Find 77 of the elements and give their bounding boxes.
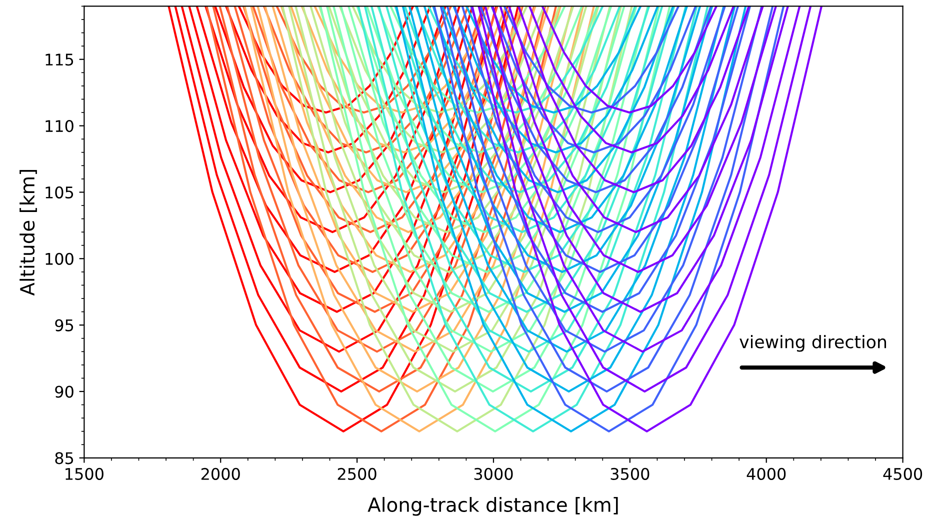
- line-series: [340, 6, 638, 313]
- y-tick-label: 85: [55, 452, 74, 464]
- x-tick-label: 3000: [474, 468, 513, 480]
- line-series: [414, 6, 621, 154]
- line-series: [480, 6, 712, 194]
- line-series: [370, 6, 687, 353]
- y-tick-label: 115: [46, 54, 74, 66]
- x-tick-label: 4000: [746, 468, 786, 480]
- line-series: [378, 6, 676, 313]
- line-series: [499, 6, 777, 273]
- y-axis-title: Altitude [km]: [20, 170, 37, 296]
- line-series: [300, 6, 508, 154]
- line-series: [188, 6, 486, 313]
- line-series: [465, 6, 642, 114]
- line-series: [390, 6, 566, 114]
- line-series: [338, 6, 546, 154]
- line-series: [454, 6, 752, 313]
- line-series: [376, 6, 583, 154]
- line-series: [423, 6, 702, 273]
- line-series: [518, 6, 750, 194]
- x-tick-label: 3500: [610, 468, 650, 480]
- line-series: [328, 6, 560, 194]
- line-series: [302, 6, 600, 313]
- line-series: [470, 6, 726, 234]
- y-tick-label: 95: [55, 319, 74, 332]
- line-series: [226, 6, 524, 313]
- line-series: [196, 6, 474, 273]
- line-series: [408, 6, 725, 353]
- line-series: [404, 6, 636, 194]
- line-series: [262, 6, 470, 154]
- line-series: [366, 6, 598, 194]
- line-series: [394, 6, 650, 234]
- line-series: [352, 6, 528, 114]
- x-axis-title: Along-track distance [km]: [368, 496, 618, 516]
- line-series: [314, 6, 490, 114]
- line-series: [225, 6, 432, 154]
- y-tick-label: 90: [55, 386, 74, 398]
- line-series: [332, 6, 649, 353]
- line-series: [348, 6, 626, 273]
- y-tick-label: 105: [46, 186, 74, 199]
- line-series: [508, 6, 764, 234]
- line-series: [442, 6, 674, 194]
- line-series: [385, 6, 664, 273]
- line-series: [252, 6, 484, 194]
- line-series: [238, 6, 414, 114]
- line-series: [242, 6, 498, 234]
- x-tick-label: 2000: [201, 468, 240, 480]
- line-series: [416, 6, 714, 313]
- line-series: [492, 6, 789, 313]
- line-series: [528, 6, 735, 154]
- x-tick-label: 2500: [338, 468, 376, 480]
- line-series: [356, 6, 612, 234]
- line-series: [214, 6, 447, 194]
- line-series: [310, 6, 588, 273]
- x-tick-label: 4500: [883, 468, 922, 480]
- line-series: [490, 6, 697, 154]
- line-series: [218, 6, 536, 353]
- line-series: [428, 6, 604, 114]
- line-series: [290, 6, 522, 194]
- line-series: [280, 6, 536, 234]
- line-series: [256, 6, 574, 353]
- line-series: [541, 6, 718, 114]
- line-series: [461, 6, 740, 273]
- line-series: [503, 6, 680, 114]
- line-series: [234, 6, 512, 273]
- line-series: [272, 6, 550, 273]
- line-series: [432, 6, 688, 234]
- line-series: [264, 6, 562, 313]
- annotation: viewing direction: [740, 334, 886, 352]
- line-series: [276, 6, 452, 114]
- y-tick-label: 110: [46, 120, 74, 132]
- line-series: [318, 6, 574, 234]
- line-series: [180, 6, 498, 353]
- y-tick-label: 100: [46, 252, 74, 265]
- x-tick-label: 1500: [66, 468, 104, 480]
- line-series: [452, 6, 659, 154]
- line-series: [204, 6, 460, 234]
